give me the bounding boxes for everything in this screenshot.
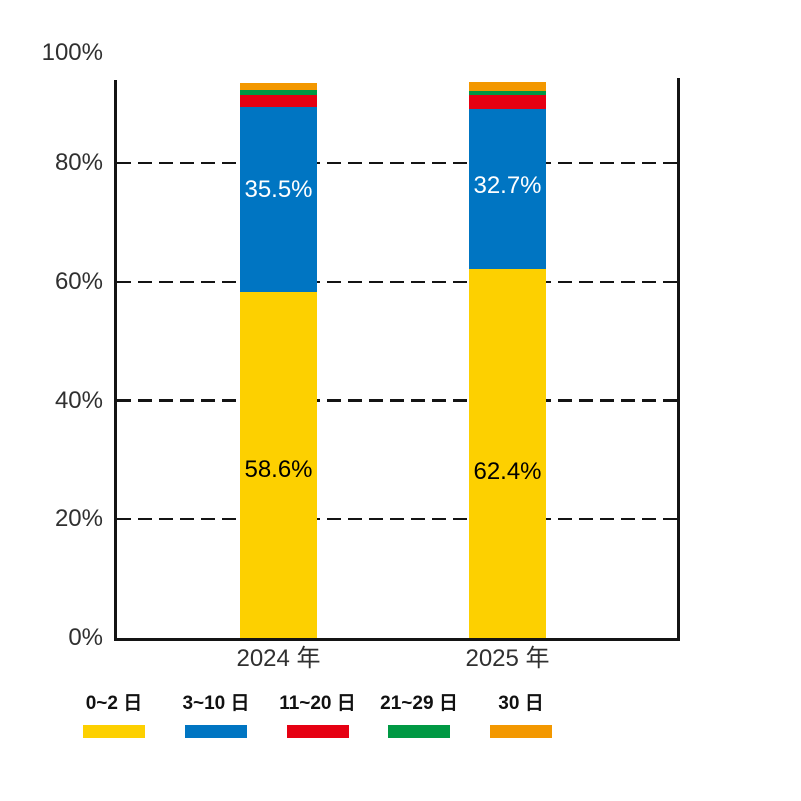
x-axis-category-label: 2025 年 [465,645,550,672]
legend-swatch-series-0 [83,725,145,738]
legend-label-series-2: 11~20 日 [279,693,356,714]
y-axis-tick-label: 60% [54,267,103,295]
bar-segment-2025年-series-4 [469,81,546,91]
gridline-80 [117,162,677,164]
bar-data-label: 62.4% [473,458,542,485]
y-axis-tick-label: 80% [54,149,103,176]
legend-label-series-3: 21~29 日 [380,693,458,714]
bar-segment-2025年-series-2 [469,95,546,109]
legend-label-series-1: 3~10 日 [182,693,250,714]
gridline-20 [117,518,677,521]
x-axis-line [114,638,680,641]
bar-data-label: 35.5% [244,176,313,203]
bar-segment-2024年-series-1 [240,106,317,292]
y-axis-tick-label: 40% [54,386,103,414]
y-axis-tick-label: 20% [54,505,103,533]
bar-segment-2025年-series-1 [469,108,546,270]
legend-swatch-series-2 [286,725,349,738]
bar-segment-2024年-series-0 [240,291,317,638]
legend-label-series-0: 0~2 日 [85,693,143,714]
plot-right-border [677,78,680,641]
y-axis-tick-label: 100% [41,39,103,66]
legend-swatch-series-4 [490,725,552,738]
x-axis-category-label: 2024 年 [236,645,321,672]
y-axis-tick-label: 0% [68,624,103,651]
gridline-40 [117,399,677,402]
y-axis-line [114,80,117,641]
legend-swatch-series-3 [388,725,450,738]
bar-data-label: 32.7% [473,172,542,199]
bar-segment-2024年-series-4 [240,82,317,90]
bar-segment-2024年-series-3 [240,89,317,95]
gridline-60 [117,280,677,283]
bar-segment-2025年-series-0 [469,269,546,638]
bar-data-label: 58.6% [244,456,313,483]
bar-segment-2025年-series-3 [469,90,546,96]
bar-segment-2024年-series-2 [240,94,317,107]
legend-swatch-series-1 [185,725,247,738]
legend-label-series-4: 30 日 [498,693,544,714]
